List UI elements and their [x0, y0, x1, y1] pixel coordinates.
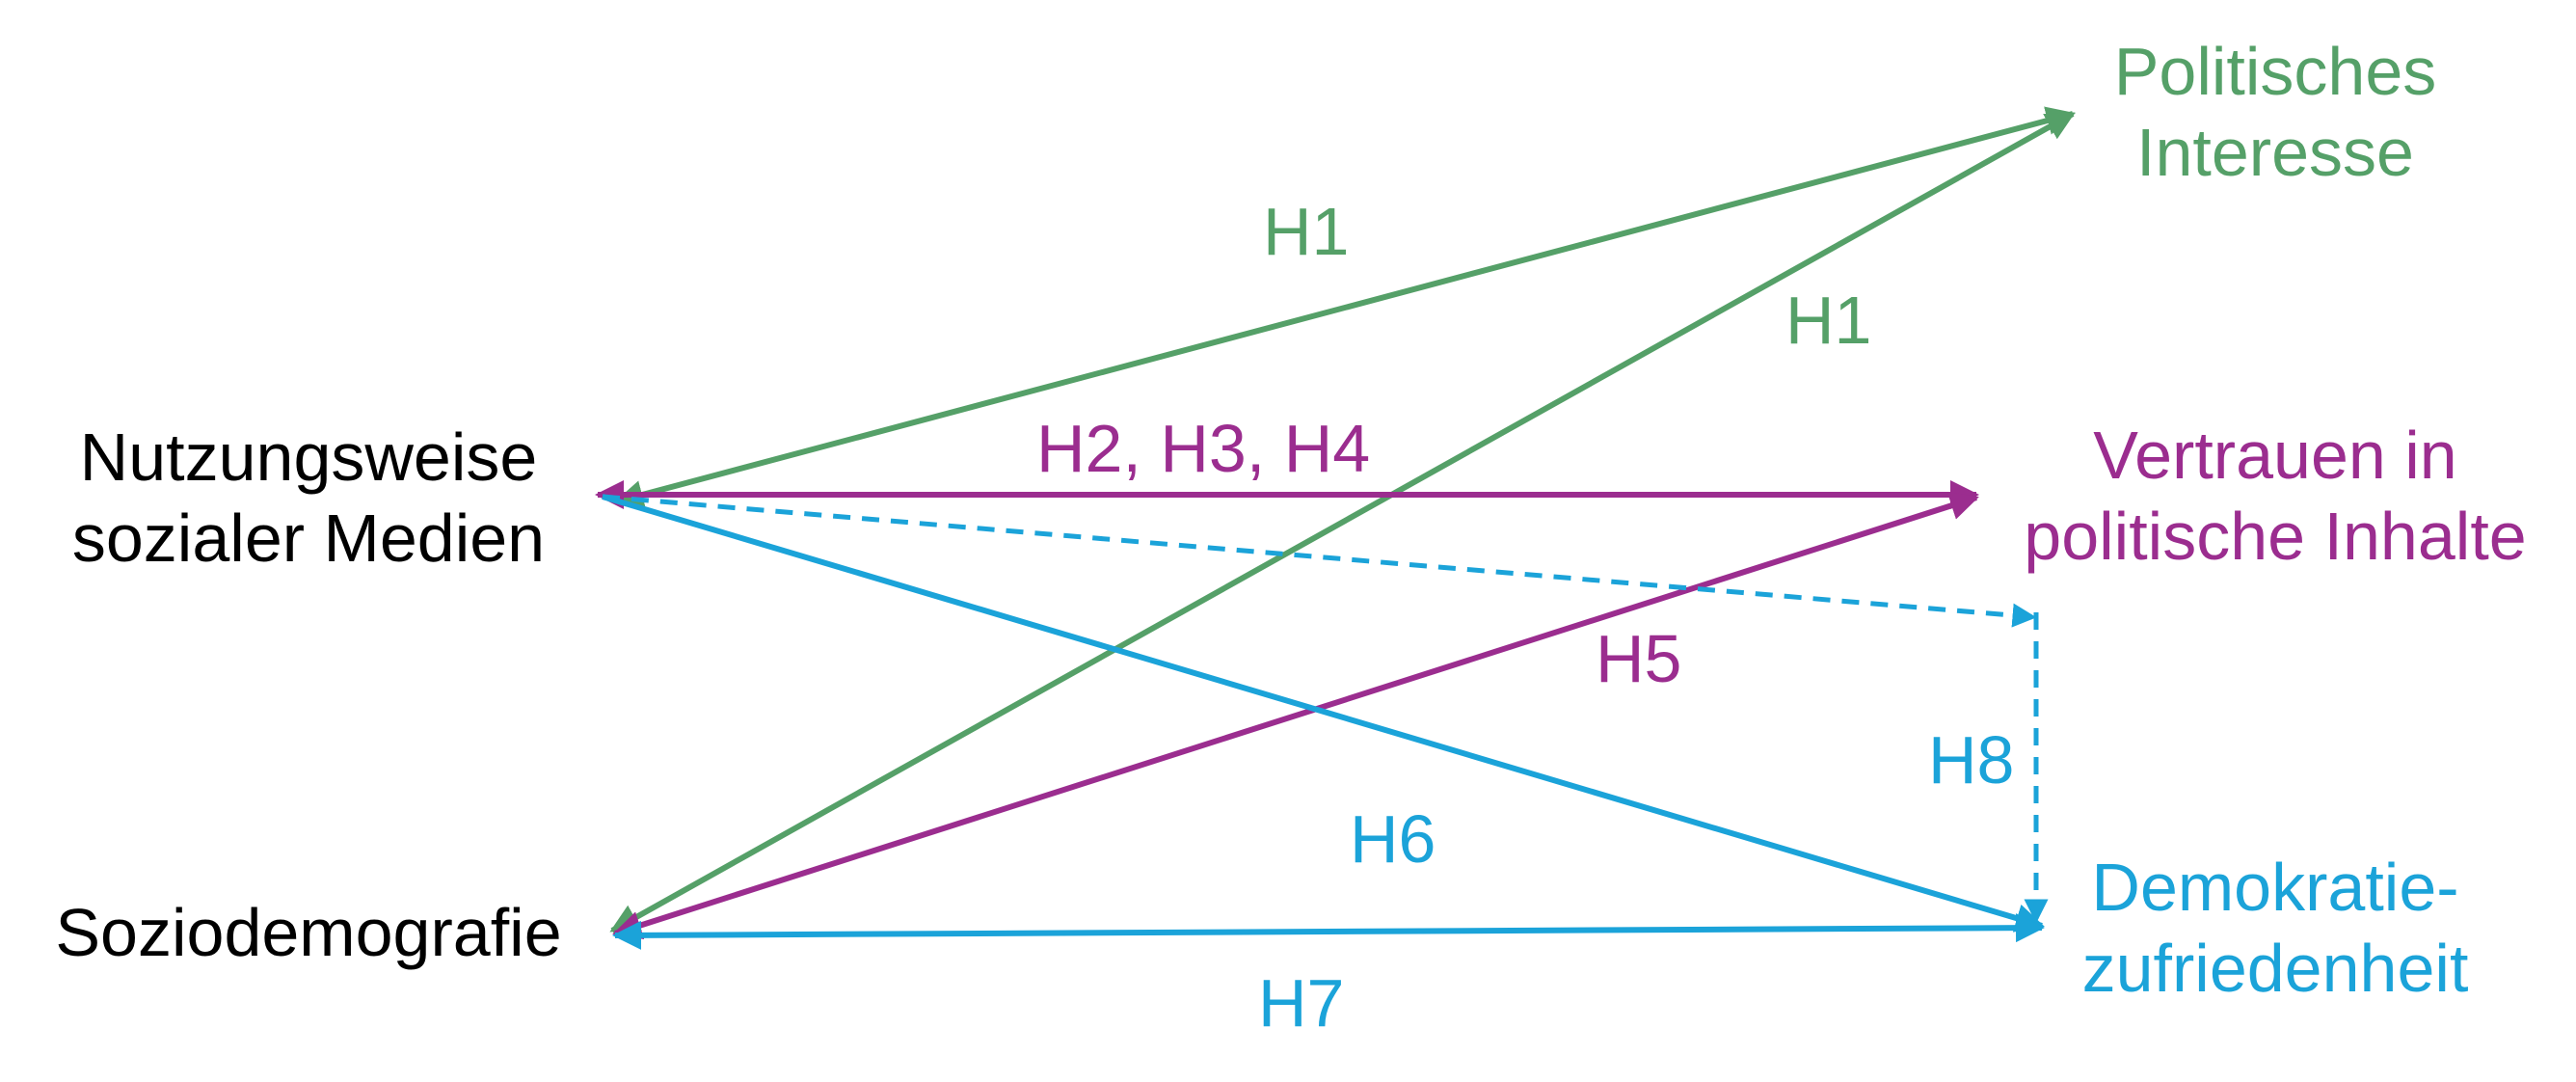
- node-sociodemography: Soziodemografie: [29, 892, 588, 973]
- edge-label-h1-top: H1: [1263, 194, 1350, 269]
- edge-label-h1-second: H1: [1785, 283, 1872, 358]
- node-trust: Vertrauen in politische Inhalte: [1996, 415, 2555, 577]
- node-political-interest-line1: Politisches: [2113, 34, 2437, 109]
- node-usage-line1: Nutzungsweise: [79, 419, 538, 495]
- node-satisfaction-line1: Demokratie-: [2091, 850, 2459, 925]
- edge-label-h7: H7: [1258, 965, 1345, 1041]
- node-political-interest: Politisches Interesse: [2044, 31, 2507, 193]
- node-political-interest-line2: Interesse: [2136, 115, 2414, 190]
- node-satisfaction: Demokratie- zufriedenheit: [2044, 847, 2507, 1009]
- edge-h8-dashed-segment-1: [602, 494, 2037, 628]
- node-satisfaction-line2: zufriedenheit: [2081, 931, 2469, 1006]
- node-sociodemography-line1: Soziodemografie: [55, 895, 562, 970]
- node-trust-line1: Vertrauen in: [2093, 418, 2457, 493]
- node-usage-line2: sozialer Medien: [71, 500, 546, 576]
- edge-label-h5: H5: [1596, 621, 1682, 696]
- edge-label-h8: H8: [1928, 722, 2015, 798]
- edge-h5-socio-trust: [612, 491, 1979, 940]
- edge-label-h234: H2, H3, H4: [1036, 411, 1371, 486]
- node-trust-line2: politische Inhalte: [2024, 499, 2527, 574]
- edge-label-h6: H6: [1350, 801, 1436, 877]
- edge-h6-usage-satisfaction: [602, 494, 2045, 933]
- edge-h7-socio-satisfaction: [612, 913, 2045, 950]
- node-usage: Nutzungsweise sozialer Medien: [39, 417, 578, 579]
